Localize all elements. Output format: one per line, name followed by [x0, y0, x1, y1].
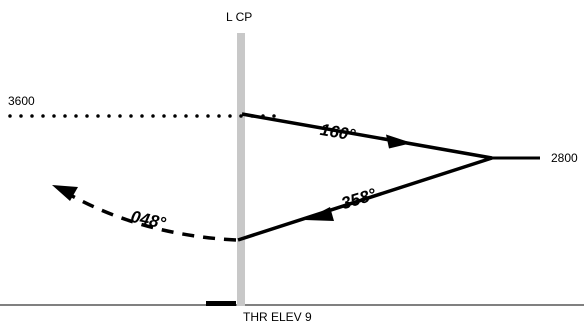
outbound-leg [241, 112, 493, 160]
inbound-leg [237, 156, 493, 242]
inbound-arrowhead [305, 207, 334, 221]
lower-altitude-label: 2800 [551, 151, 578, 165]
outbound-arrowhead [386, 134, 412, 149]
threshold-marker [206, 301, 236, 306]
fix-label: L CP [226, 10, 253, 24]
fix-vertical-bar [237, 33, 245, 306]
threshold-elevation-label: THR ELEV 9 [243, 310, 312, 324]
upper-altitude-label: 3600 [8, 94, 35, 108]
departure-arrowhead [52, 185, 78, 201]
departure-dashed-curve [64, 190, 237, 242]
